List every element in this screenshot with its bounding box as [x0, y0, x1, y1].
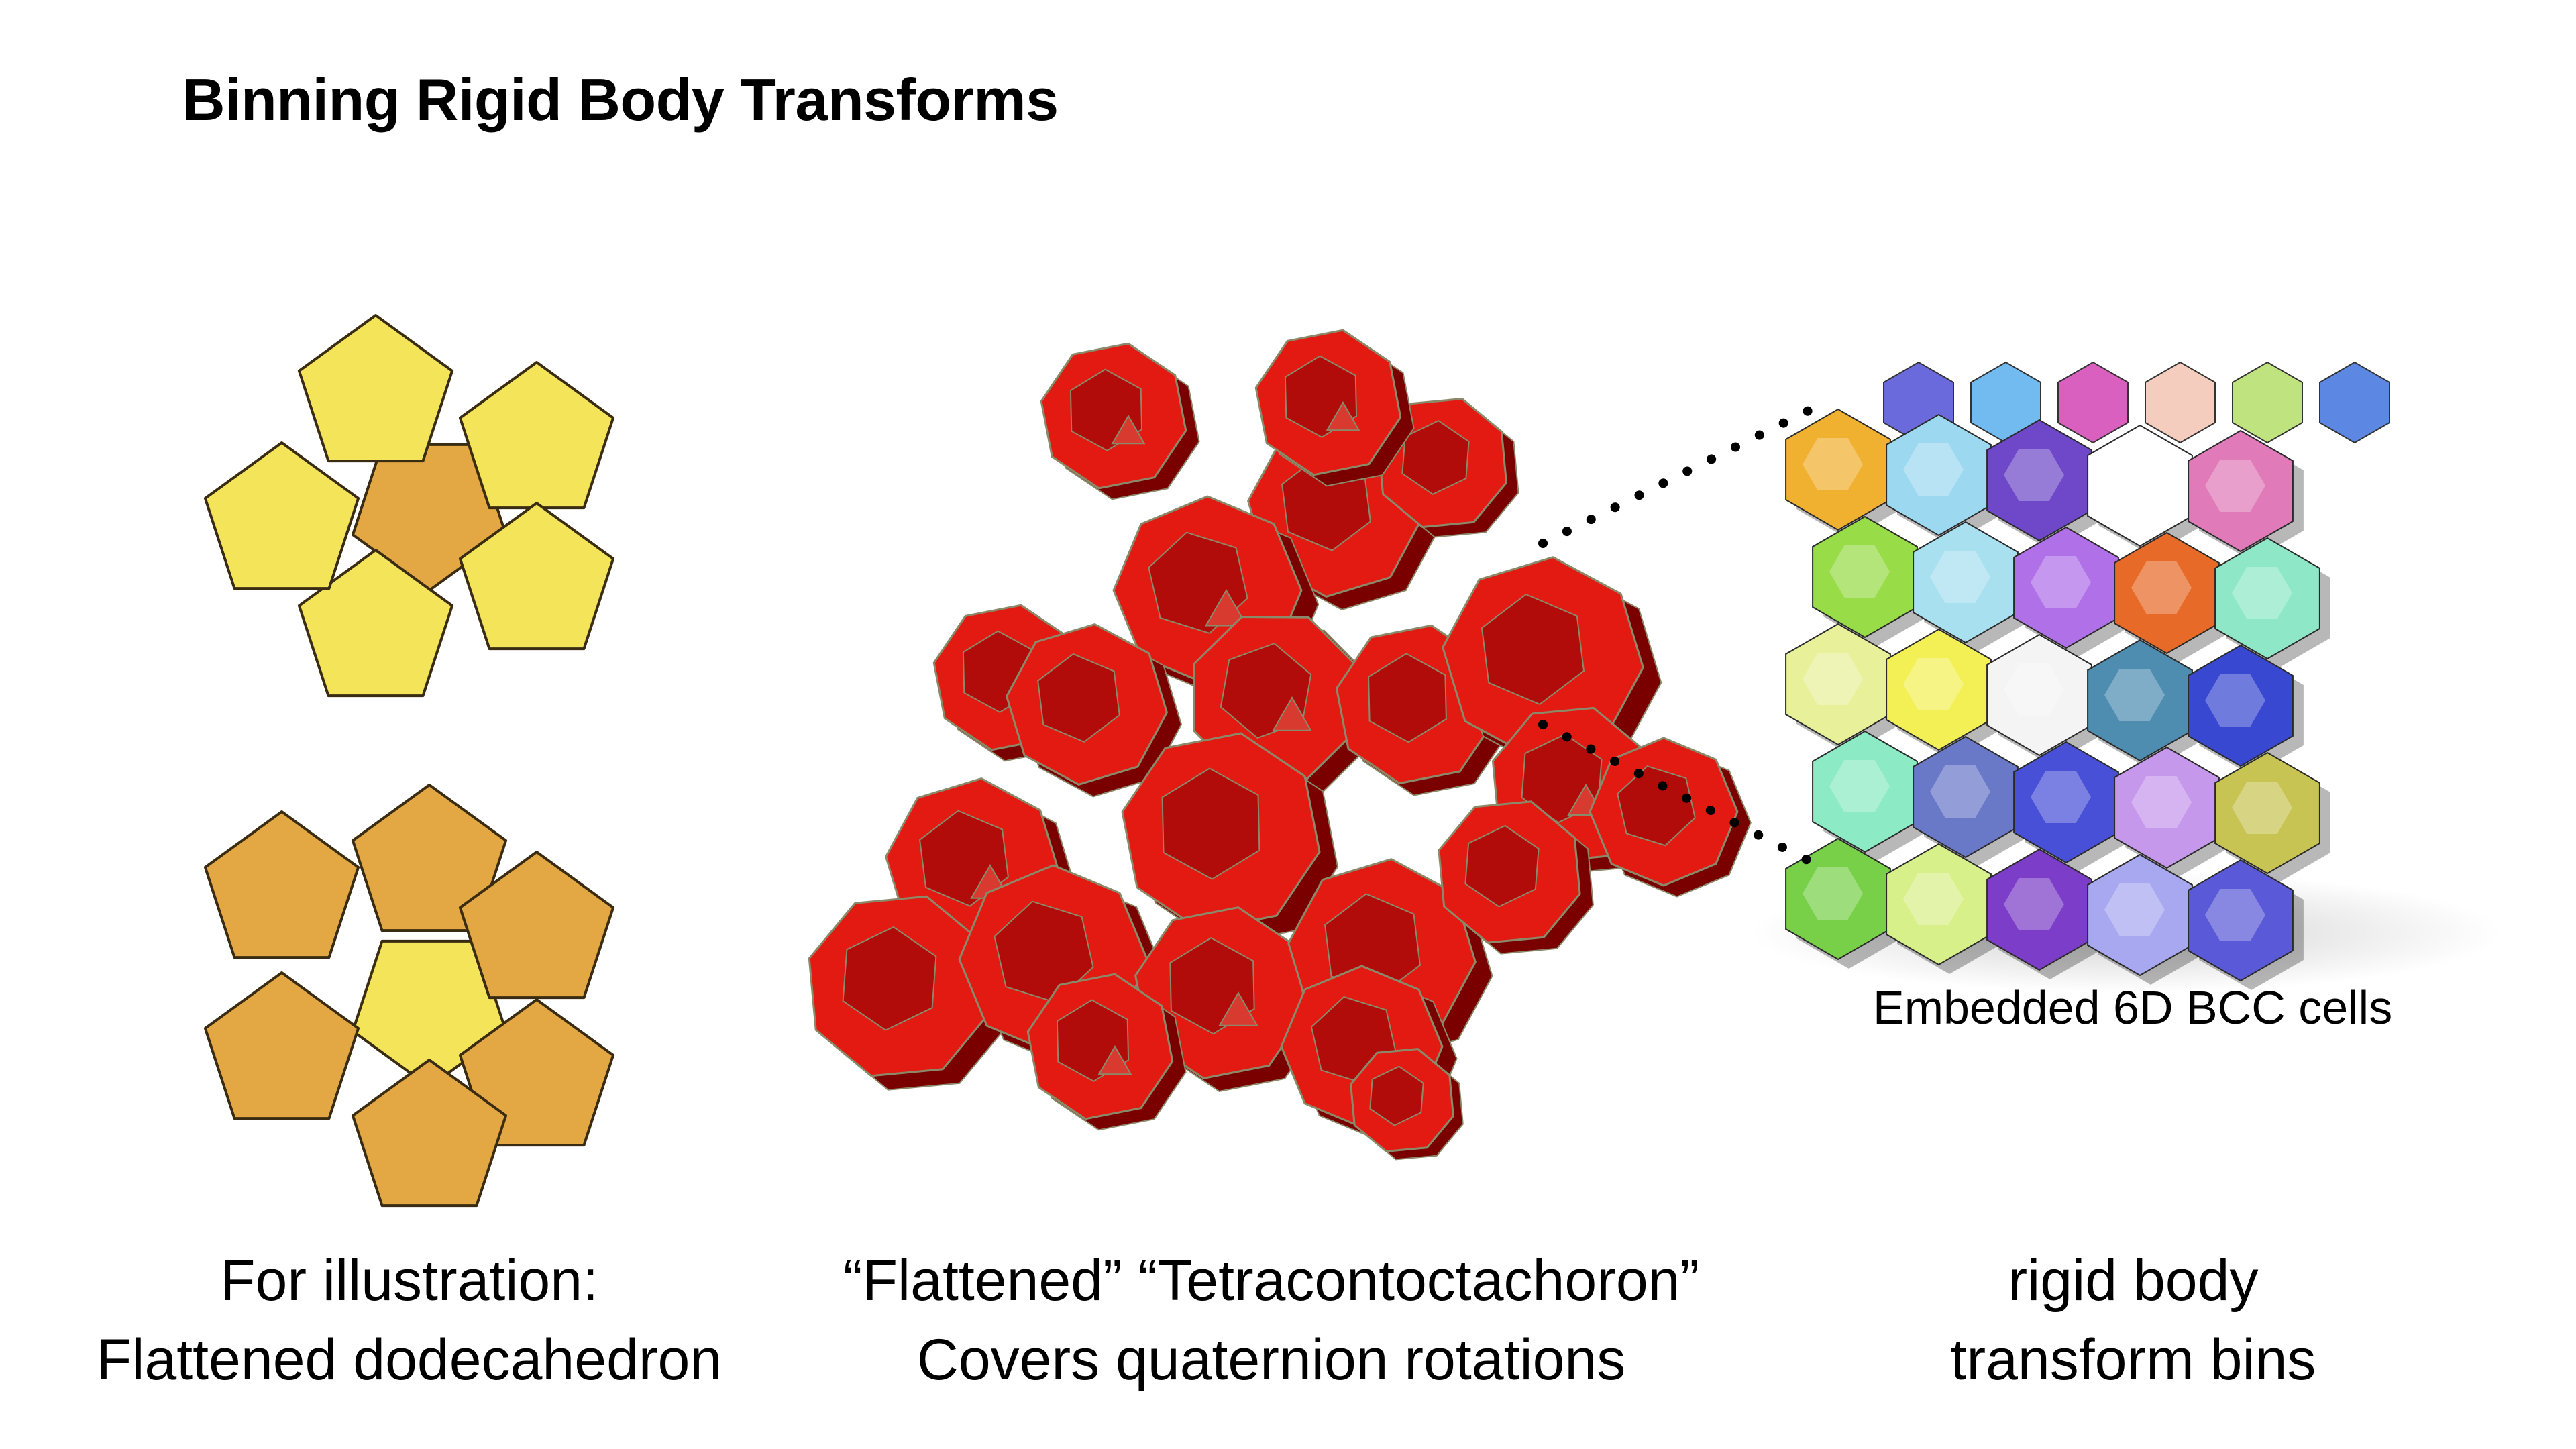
bcc-cell	[1785, 837, 1891, 961]
cell-inner-facet	[1161, 767, 1260, 880]
bcc-cell-highlight	[1829, 760, 1890, 812]
bcc-cell-highlight	[2031, 771, 2091, 823]
cell-triangle-facet	[1272, 696, 1312, 731]
caption-tetracontoctachoron-line-1: “Flattened” “Tetracontoctachoron”	[843, 1248, 1700, 1313]
pentagon-face	[351, 1059, 508, 1208]
pentagon-face	[458, 502, 615, 651]
cell-triangle-facet	[1218, 991, 1258, 1026]
pentagon-face	[203, 441, 360, 590]
bcc-cell-highlight	[2004, 663, 2064, 716]
bcc-cell	[2188, 859, 2294, 982]
bcc-cell-highlight	[2205, 889, 2265, 941]
cell-triangle-facet	[1111, 414, 1146, 445]
pentagon-face	[297, 549, 454, 698]
bcc-cell-highlight	[2104, 883, 2165, 936]
bcc-cell	[1886, 843, 1992, 966]
bcc-cell	[2114, 746, 2220, 869]
caption-tetracontoctachoron-line-2: Covers quaternion rotations	[916, 1328, 1626, 1392]
bcc-cell-highlight	[2205, 460, 2265, 512]
bcc-cell	[1785, 623, 1891, 746]
bcc-cell-highlight	[2104, 454, 2165, 506]
cell-triangle-facet	[1204, 588, 1248, 627]
cell-inner-facet	[842, 926, 937, 1031]
pentagon-face	[203, 810, 360, 959]
bcc-cell	[2087, 853, 2193, 977]
cell-triangle-facet	[1097, 1044, 1132, 1075]
pentagon-face	[351, 784, 508, 932]
bcc-cell	[1913, 521, 2019, 644]
slide-title: Binning Rigid Body Transforms	[182, 66, 1059, 133]
bcc-cell-highlight	[2104, 669, 2165, 721]
cell-inner-facet	[1037, 653, 1120, 743]
bcc-cell-grid	[1785, 361, 2390, 990]
bcc-cell-highlight	[1930, 551, 1990, 603]
bcc-cell	[1812, 515, 1918, 639]
cell-inner-facet	[1481, 593, 1585, 706]
bcc-cell-highlight	[1903, 658, 1964, 710]
bcc-cell	[1886, 413, 1992, 537]
zoom-line-top	[1538, 405, 1816, 548]
bcc-cell	[1986, 848, 2092, 971]
caption-dodecahedron-line-2: Flattened dodecahedron	[96, 1328, 722, 1392]
cell-triangle-facet	[1326, 400, 1360, 431]
bcc-cell-highlight	[1803, 438, 1863, 490]
bcc-cell	[2013, 741, 2119, 864]
pentagon-face	[203, 971, 360, 1120]
bcc-cell	[2145, 361, 2216, 444]
caption-dodecahedron-line-1: For illustration:	[220, 1248, 598, 1313]
cell-inner-facet	[1617, 765, 1696, 847]
bcc-cell-highlight	[2205, 674, 2265, 727]
bcc-cell-highlight	[2131, 776, 2192, 828]
bcc-cell	[2188, 644, 2294, 767]
bcc-cell-highlight	[2004, 878, 2064, 930]
bcc-cell	[2319, 361, 2390, 444]
caption-bcc-line-1: rigid body	[2008, 1248, 2259, 1313]
bcc-cell	[2214, 537, 2320, 660]
cell-inner-facet	[1464, 824, 1540, 908]
pentagon-face	[297, 314, 454, 463]
zoom-line-bottom	[1538, 720, 1816, 867]
bcc-cell	[2232, 361, 2303, 444]
bcc-cell	[2087, 639, 2193, 762]
bcc-cell	[2057, 361, 2129, 444]
bcc-cell	[2114, 531, 2220, 655]
pentagon-face	[458, 851, 615, 1000]
bcc-cell	[2087, 424, 2193, 547]
caption-dodecahedron: For illustration: Flattened dodecahedron	[67, 1241, 751, 1399]
bcc-cell	[2013, 526, 2119, 649]
caption-bcc-line-2: transform bins	[1950, 1328, 2316, 1392]
bcc-cell-highlight	[2232, 782, 2292, 834]
bcc-cell	[1886, 628, 1992, 751]
truncated-octahedron-cluster	[808, 329, 1752, 1161]
bcc-cell-highlight	[1930, 765, 1990, 818]
bcc-cell-highlight	[1803, 867, 1863, 920]
bcc-cell	[2214, 751, 2320, 875]
bcc-cell-highlight	[2004, 449, 2064, 501]
cell-inner-facet	[1368, 653, 1447, 743]
bcc-cell-highlight	[1829, 545, 1890, 598]
caption-tetracontoctachoron: “Flattened” “Tetracontoctachoron” Covers…	[785, 1241, 1758, 1399]
bcc-cell	[1812, 730, 1918, 853]
bcc-cell	[1913, 735, 2019, 859]
bcc-cell	[1986, 633, 2092, 757]
bcc-cells-label: Embedded 6D BCC cells	[1873, 981, 2393, 1034]
bcc-cell-highlight	[1903, 873, 1964, 925]
dodecahedron-net	[203, 314, 615, 1208]
bcc-cell-highlight	[2232, 567, 2292, 619]
cell-inner-facet	[1369, 1065, 1424, 1126]
bcc-cell	[2188, 429, 2294, 553]
bcc-cell-highlight	[2031, 556, 2091, 608]
bcc-cell-highlight	[1803, 653, 1863, 705]
bcc-cell-highlight	[1903, 443, 1964, 496]
caption-bcc: rigid body transform bins	[1851, 1241, 2415, 1399]
bcc-cell-highlight	[2131, 561, 2192, 614]
bcc-cell	[1785, 408, 1891, 531]
bcc-cell	[1986, 419, 2092, 542]
